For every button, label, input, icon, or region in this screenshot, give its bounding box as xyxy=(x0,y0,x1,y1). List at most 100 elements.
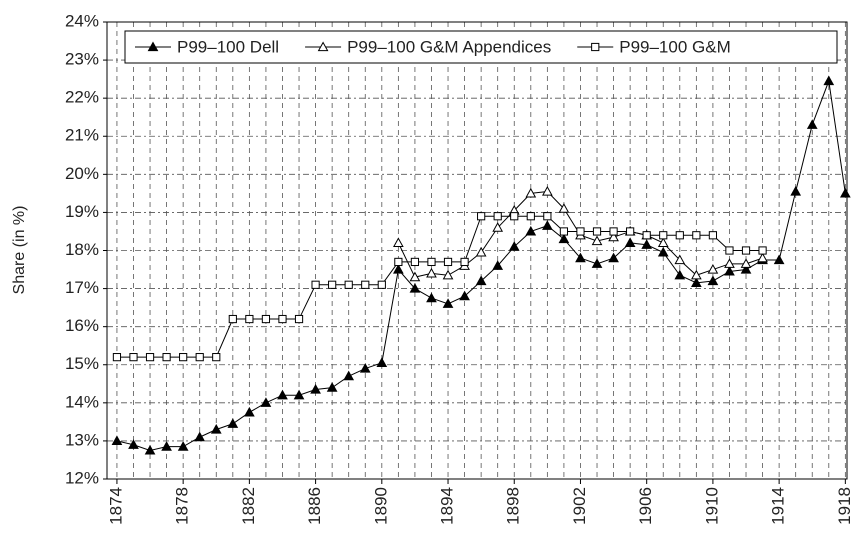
data-point xyxy=(758,246,767,255)
data-point xyxy=(691,277,702,287)
data-point xyxy=(708,231,718,240)
data-point xyxy=(261,314,271,324)
data-point xyxy=(592,227,602,236)
data-point xyxy=(409,271,421,282)
data-point xyxy=(427,257,436,267)
data-point xyxy=(725,246,734,255)
data-point xyxy=(707,264,719,274)
data-point xyxy=(144,444,156,455)
data-point xyxy=(757,252,768,263)
data-point xyxy=(460,257,469,267)
data-point xyxy=(195,353,204,362)
data-point xyxy=(641,239,653,249)
data-point xyxy=(210,423,222,434)
x-tick-label: 1874 xyxy=(106,487,125,525)
y-tick-label: 17% xyxy=(65,278,99,297)
y-tick-label: 14% xyxy=(65,392,99,411)
data-point xyxy=(244,406,255,417)
data-point xyxy=(642,231,651,240)
data-point xyxy=(591,258,603,268)
data-point xyxy=(724,258,735,268)
x-tick-label: 1918 xyxy=(835,487,852,525)
x-tick-label: 1882 xyxy=(239,487,258,525)
data-point xyxy=(609,227,618,236)
data-point xyxy=(393,237,404,247)
data-point xyxy=(212,353,221,362)
x-tick-label: 1902 xyxy=(570,487,589,525)
x-tick-label: 1914 xyxy=(769,487,788,525)
data-point xyxy=(359,363,371,373)
y-tick-label: 16% xyxy=(65,316,99,335)
data-point xyxy=(657,237,669,247)
data-point xyxy=(343,370,355,381)
legend-marker xyxy=(317,41,329,52)
data-point xyxy=(674,269,686,280)
data-point xyxy=(558,233,570,244)
data-point xyxy=(724,265,735,276)
x-tick-label: 1894 xyxy=(438,487,457,525)
data-point xyxy=(740,258,752,268)
data-point xyxy=(443,257,453,267)
data-point xyxy=(493,212,502,221)
data-point xyxy=(707,275,719,286)
data-point xyxy=(293,389,305,400)
data-point xyxy=(162,353,171,362)
data-point xyxy=(675,231,684,240)
data-point xyxy=(626,227,635,236)
data-point xyxy=(691,269,702,280)
legend-marker xyxy=(147,41,159,52)
data-point xyxy=(128,439,139,449)
data-point xyxy=(492,260,504,270)
x-tick-label: 1898 xyxy=(504,487,523,525)
y-tick-label: 18% xyxy=(65,240,99,259)
data-point xyxy=(839,187,851,198)
data-point xyxy=(294,314,304,324)
y-tick-label: 21% xyxy=(65,126,99,145)
data-point xyxy=(459,290,470,301)
data-point xyxy=(575,252,586,263)
data-point xyxy=(111,435,123,446)
data-point xyxy=(228,314,237,324)
y-tick-label: 12% xyxy=(65,468,99,487)
data-point xyxy=(558,203,570,213)
data-point xyxy=(277,389,288,400)
data-point xyxy=(442,269,454,280)
y-tick-label: 19% xyxy=(65,202,99,221)
data-point xyxy=(790,185,802,196)
data-point xyxy=(112,353,122,362)
data-point xyxy=(692,231,701,240)
y-tick-label: 13% xyxy=(65,430,99,449)
data-point xyxy=(740,264,752,274)
y-tick-label: 23% xyxy=(65,50,99,69)
data-point xyxy=(674,254,686,265)
x-tick-label: 1878 xyxy=(173,487,192,525)
data-point xyxy=(161,441,172,451)
data-point xyxy=(657,246,669,257)
data-point xyxy=(542,220,553,230)
y-tick-label: 22% xyxy=(65,88,99,107)
data-point xyxy=(194,431,206,442)
data-point xyxy=(576,227,585,236)
data-point xyxy=(442,298,454,308)
data-point xyxy=(326,382,338,392)
data-point xyxy=(659,231,668,240)
data-point xyxy=(475,246,487,257)
legend-box xyxy=(124,30,838,64)
data-point xyxy=(508,241,520,251)
legend-label: P99–100 G&M xyxy=(619,37,731,56)
x-tick-label: 1906 xyxy=(636,487,655,525)
data-point xyxy=(227,418,239,428)
data-point xyxy=(177,441,189,451)
data-point xyxy=(477,212,486,221)
data-point xyxy=(361,280,370,289)
data-point xyxy=(311,280,320,289)
data-point xyxy=(260,397,272,407)
y-axis-label: Share (in %) xyxy=(11,206,28,295)
data-point xyxy=(344,280,353,289)
data-point xyxy=(393,264,404,274)
data-point xyxy=(543,212,552,221)
data-point xyxy=(310,383,321,394)
data-point xyxy=(492,222,504,232)
data-point xyxy=(624,237,636,247)
